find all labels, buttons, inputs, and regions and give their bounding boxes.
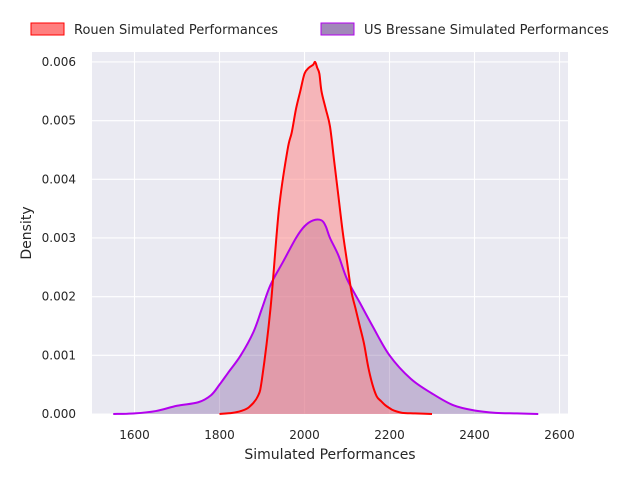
x-axis-label: Simulated Performances [244, 447, 415, 463]
bressane-density-line [113, 218, 539, 415]
y-tick-label: 0.001 [42, 348, 76, 362]
y-tick-label: 0.005 [42, 114, 76, 128]
x-tick-label: 1600 [119, 428, 150, 442]
density-fills [113, 61, 539, 414]
y-tick-label: 0.002 [42, 290, 76, 304]
rouen-legend-label: Rouen Simulated Performances [74, 23, 278, 38]
x-tick-label: 2600 [544, 428, 575, 442]
x-tick-label: 2400 [459, 428, 490, 442]
y-tick-label: 0.000 [42, 407, 76, 421]
y-axis-label: Density [19, 206, 35, 259]
density-lines [113, 60, 539, 415]
x-tick-label: 2000 [289, 428, 320, 442]
bressane-legend-swatch [320, 22, 355, 36]
y-tick-label: 0.006 [42, 55, 76, 69]
x-tick-label: 1800 [204, 428, 235, 442]
rouen-legend-swatch [30, 22, 65, 36]
rouen-density-area [219, 61, 432, 414]
bressane-legend-label: US Bressane Simulated Performances [364, 23, 609, 38]
y-tick-label: 0.003 [42, 231, 76, 245]
legend: Rouen Simulated Performances US Bressane … [30, 22, 609, 38]
x-axis-ticks: 1600 1800 2000 2200 2400 2600 [119, 428, 575, 442]
y-tick-label: 0.004 [42, 172, 76, 186]
rouen-density-line [219, 60, 433, 415]
y-axis-ticks: 0.000 0.001 0.002 0.003 0.004 0.005 0.006 [42, 55, 76, 421]
x-tick-label: 2200 [374, 428, 405, 442]
